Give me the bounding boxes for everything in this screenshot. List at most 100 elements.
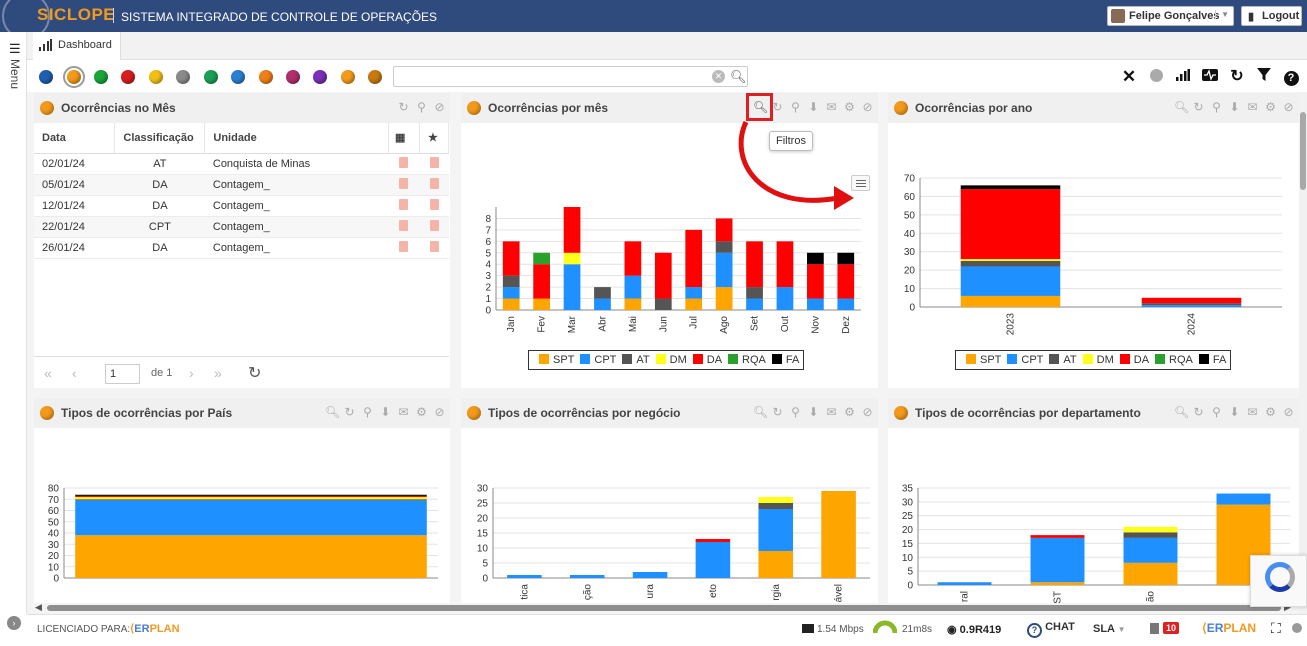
color-filter-0[interactable] bbox=[39, 70, 53, 84]
color-filter-1[interactable] bbox=[63, 66, 85, 88]
color-filter-3[interactable] bbox=[121, 70, 135, 84]
legend-item[interactable]: RQA bbox=[1169, 354, 1193, 366]
legend-item[interactable]: CPT bbox=[594, 354, 617, 366]
chat-button[interactable]: ? CHAT bbox=[1027, 621, 1075, 638]
table-row[interactable]: 22/01/24 CPT Contagem_ bbox=[34, 216, 449, 238]
search-icon[interactable]: 🔍︎ bbox=[325, 405, 341, 419]
block-icon[interactable]: ⊘ bbox=[1283, 405, 1294, 419]
color-filter-5[interactable] bbox=[176, 70, 190, 84]
color-filter-11[interactable] bbox=[341, 70, 355, 84]
table-row[interactable]: 12/01/24 DA Contagem_ bbox=[34, 195, 449, 217]
bar-chart-icon[interactable] bbox=[1174, 68, 1192, 86]
download-icon[interactable]: ⬇ bbox=[808, 405, 819, 419]
legend-item[interactable]: RQA bbox=[742, 354, 766, 366]
legend-item[interactable]: FA bbox=[1212, 354, 1227, 366]
legend-item[interactable]: DM bbox=[669, 354, 687, 366]
location-icon[interactable]: ⚲ bbox=[417, 100, 426, 114]
legend-item[interactable]: AT bbox=[636, 354, 650, 366]
table-row[interactable]: 26/01/24 DA Contagem_ bbox=[34, 237, 449, 259]
gear-icon[interactable]: ⚙ bbox=[844, 405, 855, 419]
logout-button[interactable]: ▮ Logout bbox=[1241, 6, 1302, 26]
refresh-icon[interactable]: ↻ bbox=[772, 100, 783, 114]
search-icon[interactable]: 🔍︎ bbox=[746, 93, 773, 121]
pdf-icon[interactable] bbox=[429, 219, 439, 231]
hamburger-icon[interactable]: ☰ bbox=[9, 41, 21, 56]
first-page-icon[interactable]: « bbox=[44, 365, 52, 381]
next-page-icon[interactable]: › bbox=[189, 365, 194, 381]
map-icon[interactable]: ▦ bbox=[388, 123, 420, 154]
help-icon[interactable]: ? bbox=[1282, 68, 1300, 86]
clear-icon[interactable]: ✕ bbox=[712, 70, 725, 83]
filter-icon[interactable] bbox=[1255, 68, 1273, 86]
table-row[interactable]: 05/01/24 DA Contagem_ bbox=[34, 174, 449, 196]
vertical-scrollbar[interactable] bbox=[1299, 92, 1307, 614]
refresh-icon[interactable]: ↻ bbox=[344, 405, 355, 419]
legend-item[interactable]: DM bbox=[1096, 354, 1114, 366]
pdf-icon[interactable] bbox=[398, 219, 408, 231]
legend-item[interactable]: DA bbox=[706, 354, 723, 366]
legend-item[interactable]: SPT bbox=[980, 354, 1002, 366]
last-page-icon[interactable]: » bbox=[214, 365, 222, 381]
tab-dashboard[interactable]: Dashboard bbox=[33, 32, 121, 60]
color-filter-7[interactable] bbox=[231, 70, 245, 84]
mail-icon[interactable]: ✉ bbox=[398, 405, 409, 419]
download-icon[interactable]: ⬇ bbox=[1229, 100, 1240, 114]
search-icon[interactable]: 🔍︎ bbox=[1174, 100, 1190, 114]
legend-item[interactable]: DA bbox=[1133, 354, 1150, 366]
sidebar-toggle-icon[interactable]: › bbox=[7, 616, 21, 630]
pdf-icon[interactable] bbox=[398, 177, 408, 189]
chart-menu-icon[interactable] bbox=[851, 175, 870, 191]
location-icon[interactable]: ⚲ bbox=[363, 405, 372, 419]
gear-icon[interactable]: ⚙ bbox=[844, 100, 855, 114]
refresh-icon[interactable]: ↻ bbox=[398, 100, 409, 114]
block-icon[interactable]: ⊘ bbox=[862, 405, 873, 419]
color-filter-9[interactable] bbox=[286, 70, 300, 84]
search-icon[interactable]: 🔍︎ bbox=[753, 405, 769, 419]
refresh-icon[interactable]: ↻ bbox=[1230, 68, 1244, 85]
download-icon[interactable]: ⬇ bbox=[380, 405, 391, 419]
location-icon[interactable]: ⚲ bbox=[1212, 405, 1221, 419]
refresh-icon[interactable]: ↻ bbox=[772, 405, 783, 419]
scrollbar-thumb[interactable] bbox=[47, 605, 1281, 611]
menu-label[interactable]: Menu bbox=[8, 59, 22, 90]
person-icon[interactable]: ★ bbox=[419, 123, 449, 154]
refresh-icon[interactable]: ↻ bbox=[1193, 405, 1204, 419]
column-header[interactable]: Classificação bbox=[114, 123, 206, 154]
chevron-down-icon[interactable]: ▼ bbox=[1215, 10, 1229, 19]
page-number-input[interactable] bbox=[105, 364, 140, 384]
color-filter-12[interactable] bbox=[368, 70, 382, 84]
download-icon[interactable]: ⬇ bbox=[808, 100, 819, 114]
close-icon[interactable]: ✕ bbox=[1121, 67, 1137, 86]
color-filter-10[interactable] bbox=[313, 70, 327, 84]
notes-icon[interactable] bbox=[1150, 623, 1159, 637]
mail-icon[interactable]: ✉ bbox=[826, 100, 837, 114]
pdf-icon[interactable] bbox=[398, 156, 408, 168]
pdf-icon[interactable] bbox=[398, 240, 408, 252]
user-menu[interactable]: Felipe Gonçalves ▼ bbox=[1107, 6, 1234, 26]
gear-icon[interactable]: ⚙ bbox=[1265, 100, 1276, 114]
block-icon[interactable]: ⊘ bbox=[862, 100, 873, 114]
legend-item[interactable]: FA bbox=[785, 354, 800, 366]
color-filter-6[interactable] bbox=[204, 70, 218, 84]
notification-badge[interactable]: 10 bbox=[1163, 622, 1180, 634]
scroll-right-icon[interactable]: ▶ bbox=[1284, 602, 1291, 612]
fullscreen-icon[interactable]: ⛶ bbox=[1271, 620, 1281, 636]
download-icon[interactable]: ⬇ bbox=[1229, 405, 1240, 419]
horizontal-scrollbar[interactable]: ◀ ▶ bbox=[35, 602, 1293, 614]
legend-item[interactable]: CPT bbox=[1021, 354, 1044, 366]
block-icon[interactable]: ⊘ bbox=[1283, 100, 1294, 114]
refresh-icon[interactable]: ↻ bbox=[1193, 100, 1204, 114]
location-icon[interactable]: ⚲ bbox=[791, 405, 800, 419]
scroll-left-icon[interactable]: ◀ bbox=[35, 602, 42, 612]
block-icon[interactable]: ⊘ bbox=[434, 100, 445, 114]
sla-dropdown[interactable]: SLA ▼ bbox=[1093, 623, 1126, 635]
location-icon[interactable]: ⚲ bbox=[791, 100, 800, 114]
table-row[interactable]: 02/01/24 AT Conquista de Minas bbox=[34, 153, 449, 175]
scrollbar-thumb[interactable] bbox=[1300, 112, 1306, 190]
mail-icon[interactable]: ✉ bbox=[826, 405, 837, 419]
legend-item[interactable]: AT bbox=[1063, 354, 1077, 366]
column-header[interactable]: Unidade bbox=[204, 123, 390, 154]
color-filter-2[interactable] bbox=[94, 70, 108, 84]
search-icon[interactable]: 🔍︎ bbox=[1174, 405, 1190, 419]
recaptcha-badge[interactable] bbox=[1250, 555, 1307, 607]
